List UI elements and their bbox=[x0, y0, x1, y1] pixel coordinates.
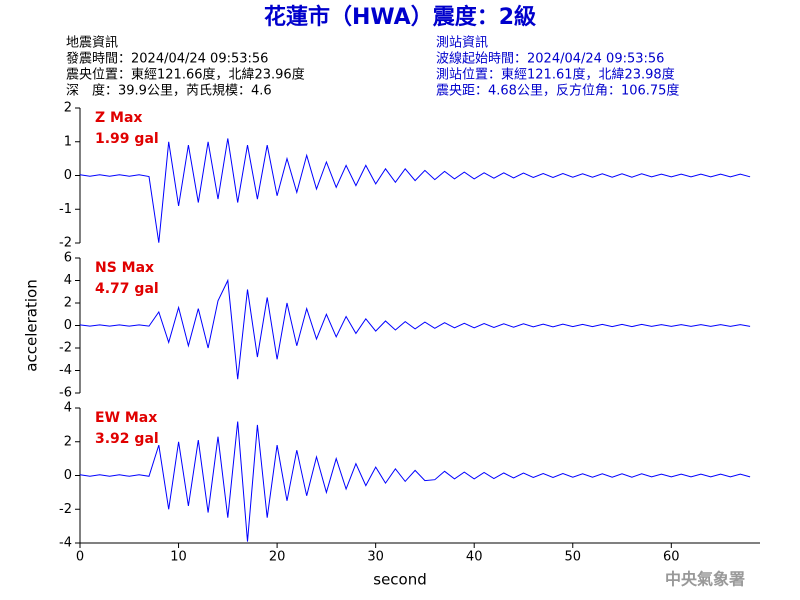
x-tick-label: 10 bbox=[170, 550, 187, 565]
y-tick-label: -2 bbox=[59, 502, 72, 517]
x-tick-label: 30 bbox=[367, 550, 384, 565]
y-tick-label: -4 bbox=[59, 536, 72, 551]
watermark: 中央氣象署 bbox=[665, 570, 745, 589]
info-right: 震央距：4.68公里，反方位角：106.75度 bbox=[436, 83, 679, 99]
panel-label: EW Max bbox=[95, 410, 157, 426]
panel-label: Z Max bbox=[95, 110, 142, 126]
y-tick-label: -4 bbox=[59, 363, 72, 378]
info-left: 深 度：39.9公里，芮氏規模：4.6 bbox=[66, 83, 272, 99]
trace bbox=[79, 278, 751, 380]
info-left: 震央位置：東經121.66度，北緯23.96度 bbox=[66, 67, 305, 83]
y-tick-label: 6 bbox=[64, 251, 72, 266]
y-axis-label: acceleration bbox=[23, 279, 41, 371]
x-tick-label: 0 bbox=[76, 550, 84, 565]
y-tick-label: -2 bbox=[59, 236, 72, 251]
x-tick-label: 40 bbox=[466, 550, 483, 565]
trace bbox=[79, 138, 751, 243]
y-tick-label: 0 bbox=[64, 168, 72, 183]
y-tick-label: -2 bbox=[59, 341, 72, 356]
info-right: 測站位置：東經121.61度，北緯23.98度 bbox=[436, 67, 675, 83]
info-right: 測站資訊 bbox=[436, 36, 488, 51]
x-tick-label: 60 bbox=[663, 550, 680, 565]
y-tick-label: 4 bbox=[64, 401, 72, 416]
panel-label: NS Max bbox=[95, 260, 154, 276]
panel-max: 4.77 gal bbox=[95, 281, 159, 297]
y-tick-label: 0 bbox=[64, 468, 72, 483]
y-tick-label: 2 bbox=[64, 101, 72, 116]
panel-max: 1.99 gal bbox=[95, 131, 159, 147]
x-tick-label: 20 bbox=[269, 550, 286, 565]
trace bbox=[79, 421, 751, 542]
y-tick-label: 2 bbox=[64, 434, 72, 449]
y-tick-label: 0 bbox=[64, 318, 72, 333]
y-tick-label: -1 bbox=[59, 202, 72, 217]
y-tick-label: 1 bbox=[64, 134, 72, 149]
x-tick-label: 50 bbox=[564, 550, 581, 565]
chart-title: 花蓮市（HWA）震度：2級 bbox=[264, 4, 536, 30]
x-axis-label: second bbox=[373, 571, 427, 589]
y-tick-label: 2 bbox=[64, 296, 72, 311]
info-right: 波線起始時間：2024/04/24 09:53:56 bbox=[436, 51, 664, 67]
y-tick-label: 4 bbox=[64, 273, 72, 288]
panel-max: 3.92 gal bbox=[95, 431, 159, 447]
y-tick-label: -6 bbox=[59, 386, 72, 401]
info-left: 發震時間：2024/04/24 09:53:56 bbox=[66, 52, 268, 67]
info-left: 地震資訊 bbox=[66, 36, 118, 51]
